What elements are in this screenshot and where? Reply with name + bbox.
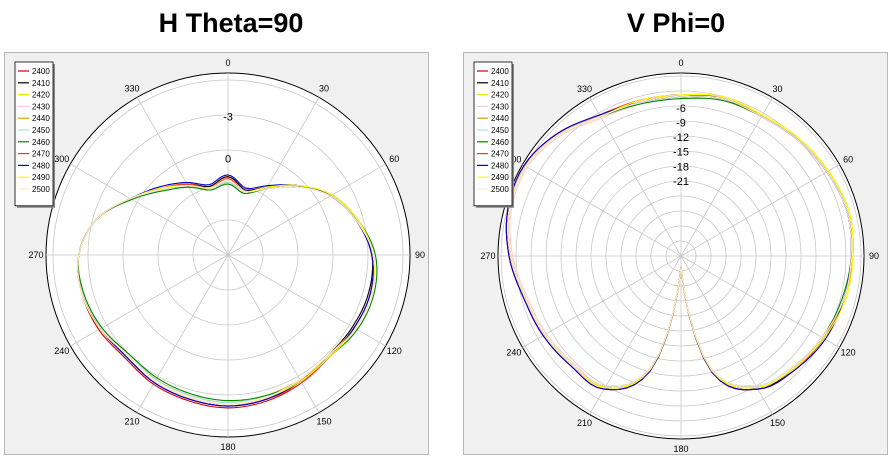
grid-spoke xyxy=(70,163,229,256)
legend-label-2420: 2420 xyxy=(491,91,509,100)
legend-label-2410: 2410 xyxy=(32,79,50,88)
grid-spoke xyxy=(680,255,840,348)
grid-spoke xyxy=(589,255,682,415)
legend-label-2470: 2470 xyxy=(491,150,509,159)
radial-tick-label: -6 xyxy=(676,103,686,115)
angle-tick-label: 0 xyxy=(225,58,230,68)
legend-label-2500: 2500 xyxy=(491,185,509,194)
angle-tick-label: 300 xyxy=(54,154,69,164)
chart-title-h-theta: H Theta=90 xyxy=(158,8,304,38)
legend-label-2480: 2480 xyxy=(32,161,50,170)
angle-tick-label: 270 xyxy=(28,250,43,260)
series-line-2500 xyxy=(77,179,376,405)
legend-label-2500: 2500 xyxy=(32,185,50,194)
legend-label-2460: 2460 xyxy=(32,138,50,147)
angle-tick-label: 30 xyxy=(772,84,782,94)
legend-label-2400: 2400 xyxy=(491,67,509,76)
legend-label-2490: 2490 xyxy=(491,173,509,182)
legend-label-2450: 2450 xyxy=(32,126,50,135)
grid-spoke xyxy=(227,163,386,256)
angle-tick-label: 90 xyxy=(869,251,879,261)
legend xyxy=(14,61,54,207)
legend-label-2460: 2460 xyxy=(491,138,509,147)
radial-tick-label: -9 xyxy=(676,117,686,129)
grid-spoke xyxy=(680,97,773,257)
legend-label-2430: 2430 xyxy=(491,102,509,111)
grid-spoke xyxy=(227,97,320,256)
angle-tick-label: 30 xyxy=(319,84,329,94)
legend-label-2490: 2490 xyxy=(32,173,50,182)
radial-tick-label: -21 xyxy=(673,176,689,188)
grid-spoke xyxy=(522,164,682,257)
angle-tick-label: 180 xyxy=(673,444,688,454)
legend-label-2450: 2450 xyxy=(491,126,509,135)
angle-tick-label: 210 xyxy=(124,416,139,426)
legend-label-2420: 2420 xyxy=(32,91,50,100)
legend-label-2400: 2400 xyxy=(32,67,50,76)
grid-spoke xyxy=(136,97,229,256)
grid-spoke xyxy=(589,97,682,257)
angle-tick-label: 240 xyxy=(54,346,69,356)
angle-tick-label: 330 xyxy=(577,84,592,94)
radial-tick-label: -12 xyxy=(673,132,689,144)
radial-tick-label: -18 xyxy=(673,161,689,173)
series-line-2500 xyxy=(507,95,852,387)
chart-title-v-phi: V Phi=0 xyxy=(626,8,726,38)
angle-tick-label: 60 xyxy=(389,154,399,164)
polar-chart-v-phi: 0306090120150180210240270300330-6-9-12-1… xyxy=(473,58,879,454)
angle-tick-label: 240 xyxy=(506,348,521,358)
legend-label-2470: 2470 xyxy=(32,150,50,159)
legend-label-2480: 2480 xyxy=(491,161,509,170)
legend xyxy=(473,61,513,207)
angle-tick-label: 150 xyxy=(770,418,785,428)
legend-label-2430: 2430 xyxy=(32,102,50,111)
grid-spoke xyxy=(70,254,229,347)
angle-tick-label: 150 xyxy=(316,416,331,426)
radial-tick-label: -3 xyxy=(223,112,233,124)
angle-tick-label: 90 xyxy=(415,250,425,260)
grid-spoke xyxy=(227,254,320,413)
polar-chart-panel-h-theta: 0 30 60 90 120 150 180 210 240 270 300 330 -3 0 2400 24… xyxy=(4,52,429,455)
grid-spoke xyxy=(136,254,229,413)
radial-tick-label: -15 xyxy=(673,147,689,159)
angle-tick-label: 0 xyxy=(678,58,683,68)
angle-tick-label: 180 xyxy=(220,442,235,452)
legend-label-2440: 2440 xyxy=(32,114,50,123)
angle-tick-label: 330 xyxy=(124,84,139,94)
legend-label-2440: 2440 xyxy=(491,114,509,123)
grid-spoke xyxy=(680,164,840,257)
radial-tick-label: 0 xyxy=(225,154,231,166)
angle-tick-label: 120 xyxy=(387,346,402,356)
angle-tick-label: 60 xyxy=(843,155,853,165)
polar-chart-panel-v-phi: 0306090120150180210240270300330-6-9-12-1… xyxy=(463,52,888,455)
grid-spoke xyxy=(227,254,386,347)
angle-tick-label: 210 xyxy=(577,418,592,428)
grid-spoke xyxy=(680,255,773,415)
legend-label-2410: 2410 xyxy=(491,79,509,88)
angle-tick-label: 120 xyxy=(841,348,856,358)
grid-spoke xyxy=(522,255,682,348)
polar-chart-h-theta: 0 30 60 90 120 150 180 210 240 270 300 330 -3 0 2400 24… xyxy=(14,58,425,452)
angle-tick-label: 270 xyxy=(480,251,495,261)
